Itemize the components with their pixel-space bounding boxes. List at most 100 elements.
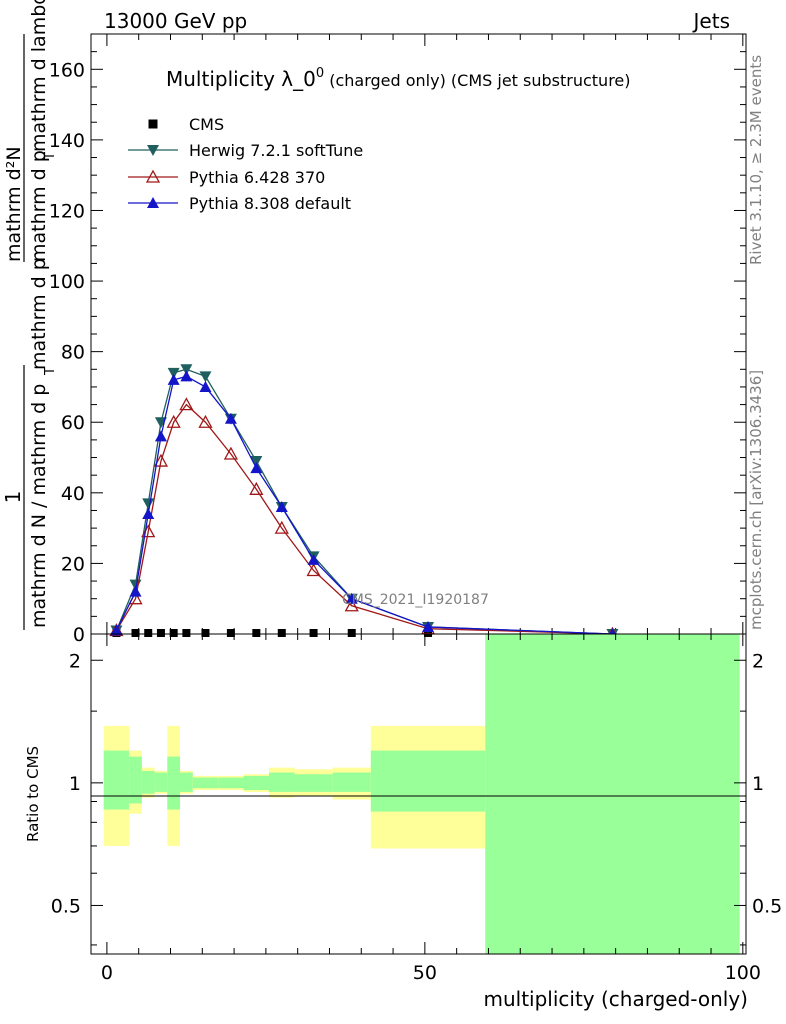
main-panel: 0 20 40 60 80 100 120 140 160 Multiplicity λ_00 … xyxy=(1,0,747,646)
legend-marker xyxy=(147,197,159,208)
series-point xyxy=(422,620,435,632)
ylabel-one: 1 xyxy=(1,491,25,504)
ratio-ytick-label: 0.5 xyxy=(51,895,81,917)
series-point xyxy=(306,563,321,577)
ratio-ytick-label-right: 0.5 xyxy=(752,895,782,917)
ratio-axis-ticks: 0.5 0.5 1 1 2 2 0 50 100 xyxy=(51,634,782,984)
watermark: CMS_2021_I1920187 xyxy=(342,592,489,608)
main-axis-ticks: 0 20 40 60 80 100 120 140 160 xyxy=(49,33,746,646)
series-point xyxy=(347,629,356,637)
series-line xyxy=(115,403,613,635)
main-title-main: Multiplicity λ_0 xyxy=(166,67,316,91)
main-ytick-label: 140 xyxy=(49,130,85,152)
legend-label: Pythia 6.428 370 xyxy=(189,168,325,187)
header-energy-label: 13000 GeV pp xyxy=(104,9,247,33)
series-point xyxy=(129,585,142,597)
legend-item: Pythia 8.308 default xyxy=(128,194,351,213)
header-jets-label: Jets xyxy=(692,9,730,33)
main-ytick-label: 160 xyxy=(49,59,85,81)
series-point xyxy=(182,629,191,637)
series-point xyxy=(250,456,263,468)
rivet-label: Rivet 3.1.10, ≥ 2.3M events xyxy=(747,55,765,265)
x-tick-label: 100 xyxy=(725,962,761,984)
series-point xyxy=(309,629,318,637)
series-point xyxy=(252,629,261,637)
ratio-band-inner xyxy=(167,756,181,810)
series-point xyxy=(201,629,210,637)
series-point xyxy=(180,370,193,382)
ratio-ytick-label-right: 2 xyxy=(752,650,764,672)
ratio-ytick-label: 1 xyxy=(69,773,81,795)
ratio-band-inner xyxy=(370,750,486,812)
series-point xyxy=(250,462,263,474)
series-point xyxy=(199,371,212,383)
series-point xyxy=(199,380,212,392)
ratio-band-inner xyxy=(218,777,244,789)
legend-label: Herwig 7.2.1 softTune xyxy=(189,141,363,160)
series-point xyxy=(224,412,237,424)
ylabel-numerator: mathrm d²N xyxy=(3,146,25,262)
x-tick-label: 0 xyxy=(101,962,113,984)
series-point xyxy=(154,430,167,442)
ylabel-right-den-sub: T xyxy=(43,152,58,161)
series-point xyxy=(131,629,140,637)
series-point xyxy=(154,417,167,429)
x-axis-label: multiplicity (charged-only) xyxy=(483,987,748,1011)
series-point xyxy=(179,397,194,411)
series-point xyxy=(144,629,153,637)
series-point xyxy=(223,446,238,460)
ratio-band-inner xyxy=(332,772,371,792)
series-point xyxy=(166,414,181,428)
legend-label: CMS xyxy=(189,115,224,134)
main-ytick-label: 40 xyxy=(61,483,85,505)
series-point xyxy=(142,508,155,519)
series-point xyxy=(110,624,123,636)
series-point xyxy=(156,629,165,637)
ylabel-right-den-rest: mathrm d lambda xyxy=(28,0,50,152)
legend-marker xyxy=(148,119,158,129)
ylabel-denominator: mathrm d N / mathrm d p xyxy=(28,384,50,628)
ratio-ylabel: Ratio to CMS xyxy=(24,746,42,842)
main-title: Multiplicity λ_00 (charged only) (CMS je… xyxy=(166,66,631,91)
series-point xyxy=(345,592,358,604)
legend: CMS Herwig 7.2.1 softTune Pythia 6.428 370… xyxy=(128,115,363,213)
main-title-sup: 0 xyxy=(316,66,324,81)
main-ytick-label: 20 xyxy=(61,553,85,575)
legend-item: CMS xyxy=(148,115,224,134)
series-point xyxy=(274,520,289,534)
main-ytick-label: 80 xyxy=(61,342,85,364)
ratio-ytick-label: 2 xyxy=(69,650,81,672)
series-point xyxy=(198,414,213,428)
ratio-band-inner xyxy=(141,770,155,794)
ratio-band-inner xyxy=(192,777,219,789)
series-point xyxy=(226,629,235,637)
mcplots-label: mcplots.cern.ch [arXiv:1306.3436] xyxy=(747,370,765,630)
ratio-band-inner xyxy=(129,756,142,804)
main-ytick-label: 120 xyxy=(49,200,85,222)
legend-marker xyxy=(145,169,161,183)
main-ytick-label: 60 xyxy=(61,412,85,434)
series-3 xyxy=(110,370,619,639)
ratio-band-inner xyxy=(103,750,130,810)
ratio-panel: 0.5 0.5 1 1 2 2 0 50 100 Ratio to CMS multiplici… xyxy=(24,633,782,1011)
series-point xyxy=(277,629,286,637)
legend-label: Pythia 8.308 default xyxy=(189,194,351,213)
ratio-band-inner xyxy=(269,772,295,792)
series-point xyxy=(180,364,193,376)
ylabel-right-den: mathrm d p xyxy=(28,150,50,262)
series-point xyxy=(307,553,320,565)
series-point xyxy=(153,453,169,467)
series-point xyxy=(169,629,178,637)
legend-item: Herwig 7.2.1 softTune xyxy=(128,141,363,160)
ylabel-dpt-rest: mathrm d p xyxy=(28,258,50,370)
ratio-frame xyxy=(90,633,747,955)
series-point xyxy=(344,598,359,612)
main-ytick-label: 100 xyxy=(49,271,85,293)
legend-item: Pythia 6.428 370 xyxy=(128,168,325,187)
ylabel-dpt-sub: T xyxy=(43,367,58,376)
main-title-rest: (charged only) (CMS jet substructure) xyxy=(324,71,630,90)
series-point xyxy=(275,500,288,512)
main-ylabel: 1 mathrm d N / mathrm d p T mathrm d p m… xyxy=(1,0,58,630)
ratio-band-inner xyxy=(294,774,333,792)
